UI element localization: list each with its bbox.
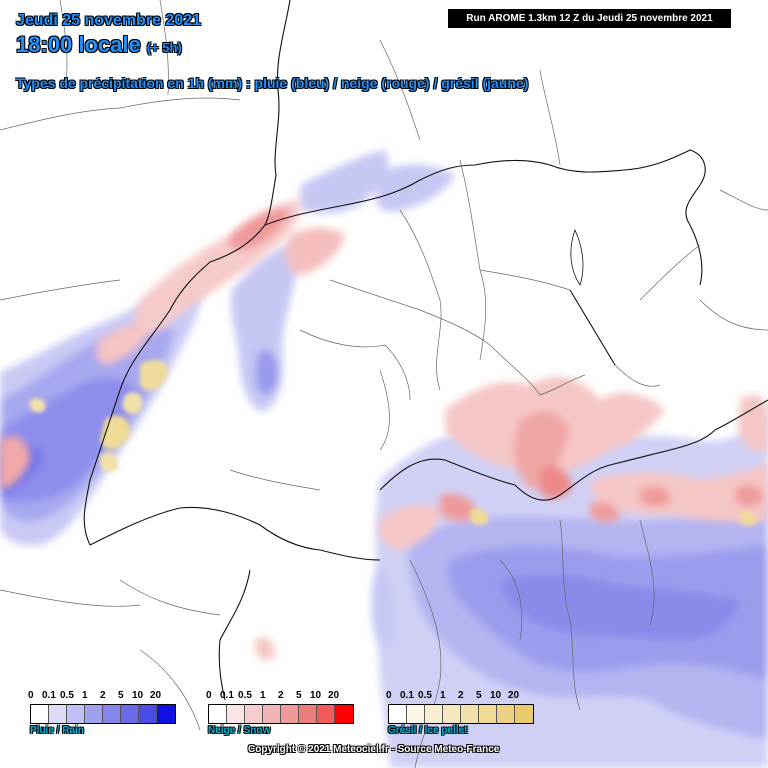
legend-swatch (121, 705, 139, 723)
legend-swatch (139, 705, 157, 723)
legend-tick-label: 0.1 (400, 690, 414, 701)
legend-snow: 0 0.1 0.5 1 2 5 10 20 Neige / Snow (206, 690, 354, 736)
forecast-time: 18:00 locale (+ 5h) (16, 32, 182, 58)
legend-tick-label: 10 (310, 690, 322, 701)
legend-swatch (209, 705, 227, 723)
legend-swatch (299, 705, 317, 723)
legend-swatch (335, 705, 353, 723)
legend-swatch (263, 705, 281, 723)
legend-swatch (479, 705, 497, 723)
legend-swatch (31, 705, 49, 723)
forecast-offset: (+ 5h) (146, 40, 182, 55)
legend-tick-label: 1 (440, 690, 446, 701)
legend-swatch (461, 705, 479, 723)
rain-area-west (0, 150, 455, 546)
legend-tick-label: 10 (132, 690, 144, 701)
legend-swatches (30, 704, 176, 724)
legend-swatch (425, 705, 443, 723)
run-info-banner: Run AROME 1.3km 12 Z du Jeudi 25 novembr… (448, 9, 731, 28)
legend-tick-label: 0 (28, 690, 34, 701)
legend-tick-label: 0.1 (42, 690, 56, 701)
copyright-notice: Copyright © 2021 Meteociel.fr - Source M… (248, 744, 500, 755)
country-borders (83, 0, 768, 701)
legend-swatch (67, 705, 85, 723)
legend-tick-label: 10 (490, 690, 502, 701)
legend-swatch (317, 705, 335, 723)
legend-tick-label: 2 (458, 690, 464, 701)
legend-swatches (208, 704, 354, 724)
legend-tick-label: 0.5 (60, 690, 74, 701)
legend-tick-label: 0 (206, 690, 212, 701)
legend-swatch (103, 705, 121, 723)
legend-swatch (443, 705, 461, 723)
legend-swatch (515, 705, 533, 723)
legend-label: Pluie / Rain (30, 725, 84, 736)
legend-swatch (227, 705, 245, 723)
legend-tick-label: 20 (328, 690, 340, 701)
legend-swatch (497, 705, 515, 723)
legend-swatch (85, 705, 103, 723)
legend-tick-label: 5 (476, 690, 482, 701)
legend-ticks: 0 0.1 0.5 1 2 5 10 20 (386, 690, 534, 704)
legend-ticks: 0 0.1 0.5 1 2 5 10 20 (206, 690, 354, 704)
legend-swatch (49, 705, 67, 723)
legend-label: Grésil / Ice pellet (388, 725, 468, 736)
legend-swatch (389, 705, 407, 723)
legend-tick-label: 1 (82, 690, 88, 701)
legend-swatch (407, 705, 425, 723)
legend-tick-label: 1 (260, 690, 266, 701)
legend-swatch (157, 705, 175, 723)
legend-tick-label: 20 (508, 690, 520, 701)
legend-tick-label: 0 (386, 690, 392, 701)
forecast-time-label: 18:00 locale (16, 32, 141, 57)
legend-rain: 0 0.1 0.5 1 2 5 10 20 Pluie / Rain (28, 690, 176, 736)
legend-tick-label: 20 (150, 690, 162, 701)
legend-swatch (245, 705, 263, 723)
legend-tick-label: 2 (100, 690, 106, 701)
legend-swatch (281, 705, 299, 723)
legend-tick-label: 0.5 (418, 690, 432, 701)
snow-area (0, 200, 768, 661)
forecast-date: Jeudi 25 novembre 2021 (16, 12, 201, 29)
legend-ticks: 0 0.1 0.5 1 2 5 10 20 (28, 690, 176, 704)
legend-tick-label: 5 (296, 690, 302, 701)
legend-tick-label: 0.5 (238, 690, 252, 701)
legend-tick-label: 5 (118, 690, 124, 701)
legend-swatches (388, 704, 534, 724)
legend-label: Neige / Snow (208, 725, 271, 736)
legend-sleet: 0 0.1 0.5 1 2 5 10 20 Grésil / Ice pellet (386, 690, 534, 736)
map-subtitle: Types de précipitation en 1h (mm) : plui… (16, 75, 529, 91)
legend-tick-label: 0.1 (220, 690, 234, 701)
sleet-area (30, 359, 757, 526)
legend-tick-label: 2 (278, 690, 284, 701)
